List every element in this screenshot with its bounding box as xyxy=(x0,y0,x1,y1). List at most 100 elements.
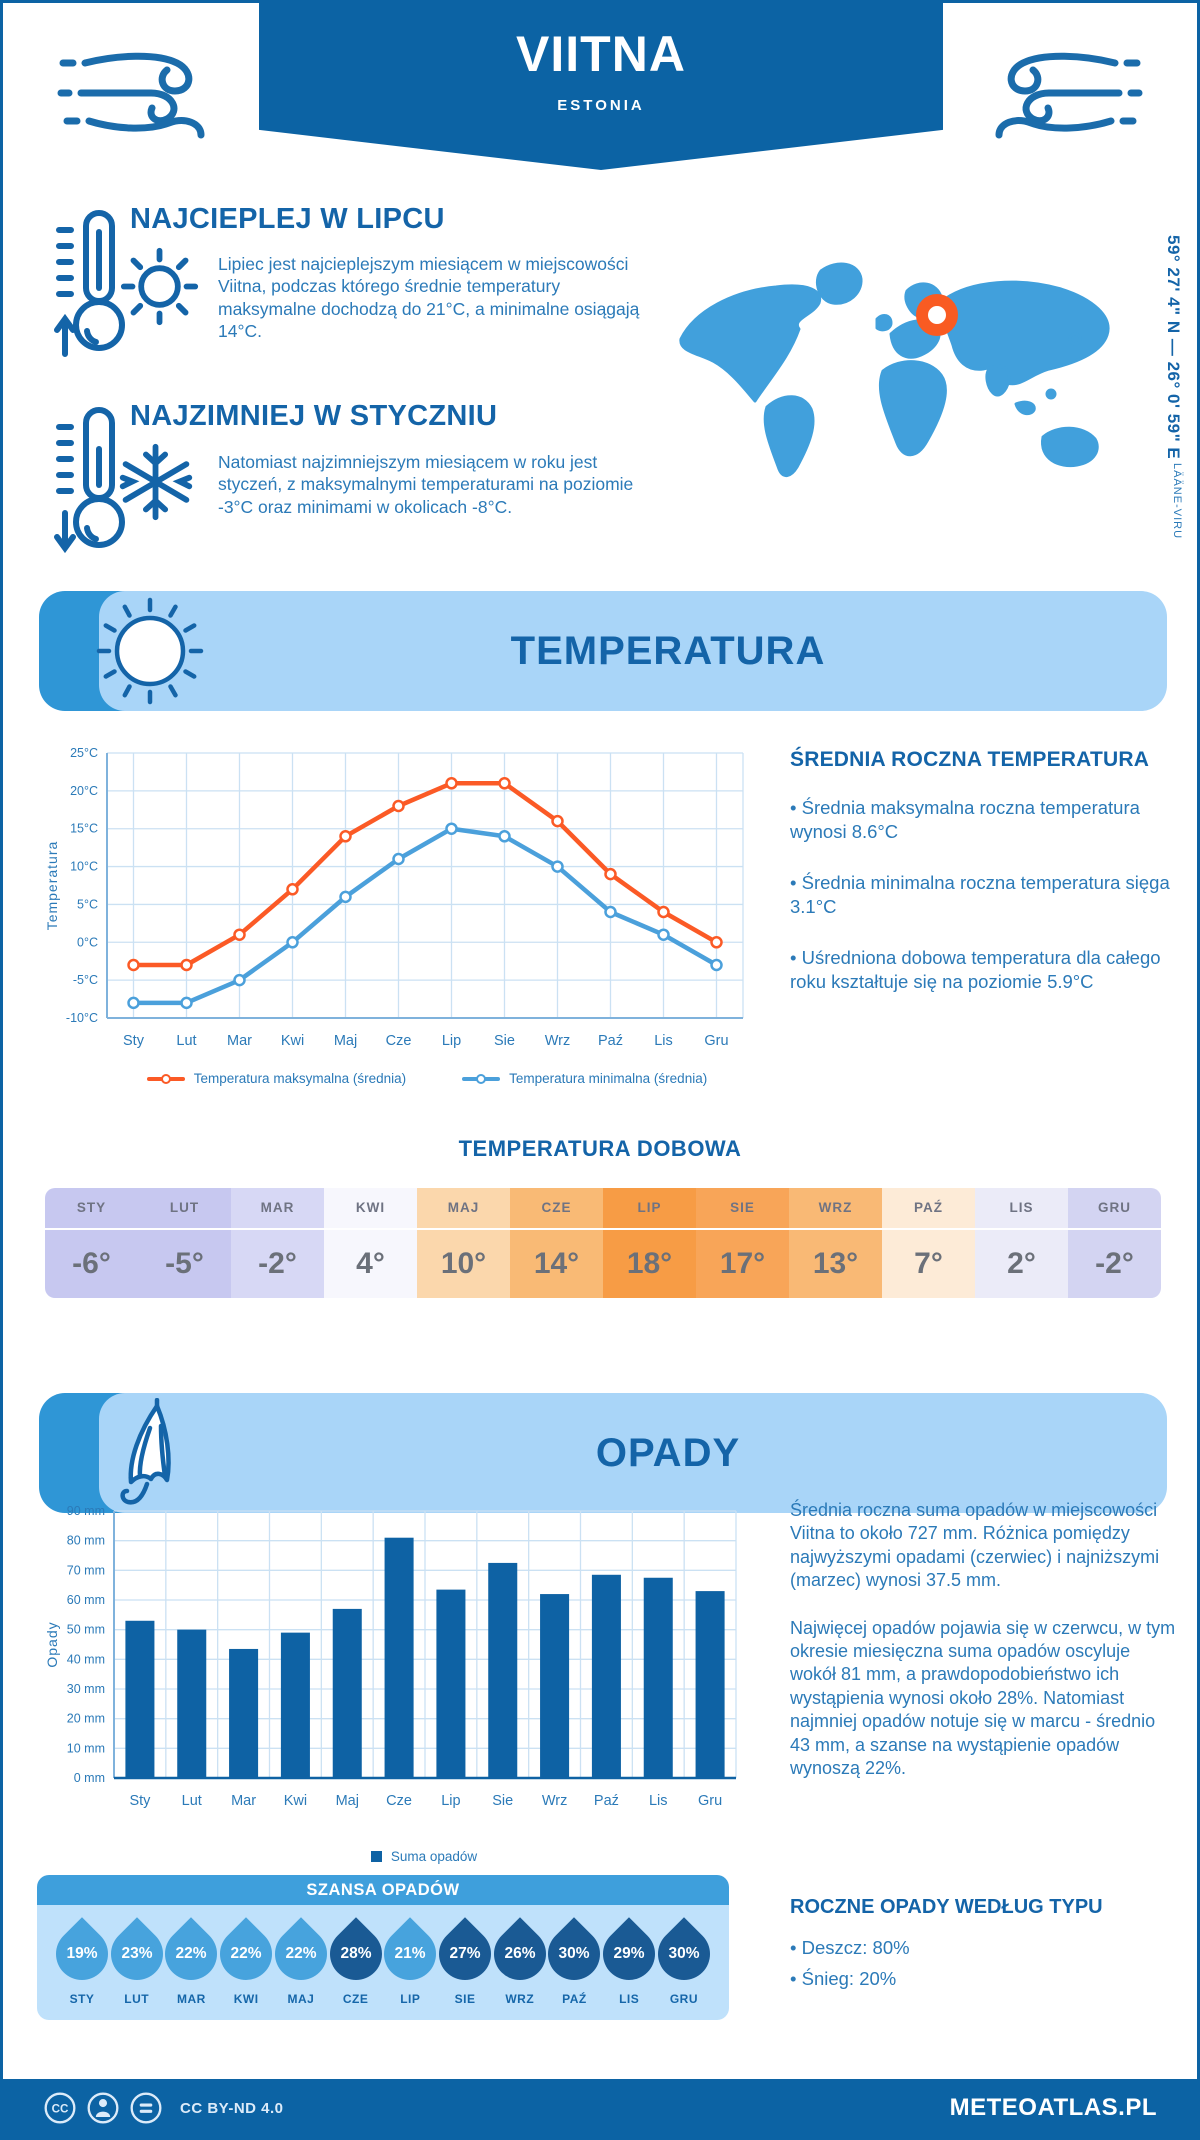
daily-temp-value: 17° xyxy=(719,1247,766,1280)
daily-temp-value: 4° xyxy=(356,1247,385,1280)
umbrella-icon xyxy=(120,1398,171,1505)
precipitation-summary: Średnia roczna suma opadów w miejscowośc… xyxy=(790,1499,1178,1804)
banner-panel xyxy=(99,1393,1167,1513)
svg-text:Opady: Opady xyxy=(44,1621,60,1667)
svg-text:Kwi: Kwi xyxy=(281,1033,304,1049)
annual-temperature-summary: ŚREDNIA ROCZNA TEMPERATURA • Średnia mak… xyxy=(790,748,1178,1021)
svg-text:Lut: Lut xyxy=(182,1793,202,1809)
rain-chance-value: 22% xyxy=(285,1945,317,1962)
svg-text:Sty: Sty xyxy=(129,1793,151,1809)
rain-chance-item: 27% SIE xyxy=(428,1915,502,2006)
svg-text:Lut: Lut xyxy=(176,1033,196,1049)
svg-text:10 mm: 10 mm xyxy=(67,1741,105,1755)
svg-text:10°C: 10°C xyxy=(70,860,98,874)
footer: CC CC BY-ND 4.0 METEOATLAS.PL xyxy=(3,2079,1197,2137)
precipitation-by-type-title: ROCZNE OPADY WEDŁUG TYPU xyxy=(790,1896,1103,1918)
rain-chance-month: SIE xyxy=(454,1992,476,2006)
svg-text:30 mm: 30 mm xyxy=(67,1682,105,1696)
precipitation-section-banner: OPADY xyxy=(39,1393,1167,1513)
rain-chance-month: KWI xyxy=(233,1992,259,2006)
cc-nd-icon xyxy=(130,2092,162,2124)
page-subtitle: ESTONIA xyxy=(557,97,645,114)
raindrop-icon: 21% xyxy=(373,1917,448,1991)
header-banner: VIITNA ESTONIA xyxy=(259,3,943,170)
page-title: VIITNA xyxy=(516,26,686,82)
temperature-section-title: TEMPERATURA xyxy=(510,628,826,673)
daily-temp-month: MAJ xyxy=(417,1188,510,1230)
site-name: METEOATLAS.PL xyxy=(949,2094,1157,2121)
rain-chance-item: 22% KWI xyxy=(209,1915,283,2006)
precipitation-chart: 0 mm 10 mm 20 mm 30 mm 40 mm 50 mm 60 mm 70 mm 8… xyxy=(44,1504,737,1809)
annual-temp-bullet: • Średnia maksymalna roczna temperatura … xyxy=(790,797,1140,843)
daily-temp-month: MAR xyxy=(231,1188,324,1230)
svg-text:Paź: Paź xyxy=(594,1793,619,1809)
daily-temp-column: STY -6° xyxy=(45,1188,138,1298)
rain-share: • Deszcz: 80% xyxy=(790,1937,910,1958)
warmest-month-title: NAJCIEPLEJ W LIPCU xyxy=(130,203,445,235)
svg-text:60 mm: 60 mm xyxy=(67,1593,105,1607)
rain-chance-month: LIP xyxy=(400,1992,421,2006)
banner-panel xyxy=(99,591,1167,711)
legend-marker xyxy=(370,1851,382,1862)
rain-chance-value: 30% xyxy=(558,1945,590,1962)
legend-label: Temperatura maksymalna (średnia) xyxy=(193,1071,407,1086)
svg-text:Paź: Paź xyxy=(598,1033,623,1049)
cc-person-icon xyxy=(87,2092,119,2124)
rain-chance-item: 26% WRZ xyxy=(482,1915,557,2006)
daily-temp-column: LUT -5° xyxy=(138,1188,231,1298)
sun-banner-icon xyxy=(96,597,204,705)
raindrop-icon: 30% xyxy=(537,1917,612,1991)
map-marker-icon xyxy=(916,294,958,336)
daily-temp-month: LIS xyxy=(975,1188,1068,1230)
svg-text:80 mm: 80 mm xyxy=(67,1534,105,1548)
daily-temp-value: 13° xyxy=(812,1247,859,1280)
daily-temp-month: LUT xyxy=(138,1188,231,1230)
svg-text:0 mm: 0 mm xyxy=(74,1771,105,1785)
rain-chance-item: 30% PAŹ xyxy=(537,1915,612,2006)
daily-temp-column: LIP 18° xyxy=(603,1188,696,1298)
rain-chance-value: 26% xyxy=(504,1945,536,1962)
world-map xyxy=(679,262,1110,477)
daily-temp-column: WRZ 13° xyxy=(789,1188,882,1298)
rain-chance-item: 29% LIS xyxy=(592,1915,666,2006)
coldest-month-text: Natomiast najzimniejszym miesiącem w rok… xyxy=(218,452,634,517)
svg-text:Cze: Cze xyxy=(386,1793,412,1809)
svg-text:50 mm: 50 mm xyxy=(67,1623,105,1637)
precipitation-paragraph: Najwięcej opadów pojawia się w czerwcu, … xyxy=(790,1617,1176,1778)
svg-text:Gru: Gru xyxy=(704,1033,728,1049)
daily-temp-value: 2° xyxy=(1007,1247,1036,1280)
legend-item: Temperatura minimalna (średnia) xyxy=(462,1071,707,1086)
rain-chance-item: 28% CZE xyxy=(318,1915,393,2006)
precipitation-chart-box: 0 mm 10 mm 20 mm 30 mm 40 mm 50 mm 60 mm 70 mm 8… xyxy=(39,1497,763,1827)
daily-temp-column: LIS 2° xyxy=(975,1188,1068,1298)
legend-marker xyxy=(146,1073,185,1084)
coordinates: 59° 27' 4" N — 26° 0' 59" E xyxy=(1164,235,1183,460)
rain-chance-month: GRU xyxy=(669,1992,698,2006)
rain-chance-month: PAŹ xyxy=(562,1992,587,2006)
svg-text:15°C: 15°C xyxy=(70,822,98,836)
legend-marker xyxy=(462,1073,501,1084)
legend-label: Temperatura minimalna (średnia) xyxy=(509,1071,708,1086)
svg-text:40 mm: 40 mm xyxy=(67,1652,105,1666)
svg-text:-10°C: -10°C xyxy=(66,1011,98,1025)
daily-temp-month: SIE xyxy=(696,1188,789,1230)
raindrop-icon: 29% xyxy=(592,1917,666,1991)
rain-chance-month: LIS xyxy=(619,1992,640,2006)
rain-chance-value: 28% xyxy=(340,1945,372,1962)
daily-temp-month: KWI xyxy=(324,1188,417,1230)
rain-chance-month: WRZ xyxy=(505,1992,535,2006)
daily-temp-month: LIP xyxy=(603,1188,696,1230)
daily-temp-column: CZE 14° xyxy=(510,1188,603,1298)
raindrop-icon: 26% xyxy=(482,1917,557,1991)
annual-temp-bullet: • Średnia minimalna roczna temperatura s… xyxy=(790,872,1170,918)
snow-share: • Śnieg: 20% xyxy=(790,1967,897,1989)
daily-temp-column: GRU -2° xyxy=(1068,1188,1161,1298)
daily-temp-month: STY xyxy=(45,1188,138,1230)
rain-chance-value: 21% xyxy=(394,1945,426,1962)
snowflake-icon xyxy=(119,443,193,521)
rain-chance-item: 21% LIP xyxy=(373,1915,448,2006)
annual-temperature-title: ŚREDNIA ROCZNA TEMPERATURA xyxy=(790,748,1150,771)
rain-chance-month: MAR xyxy=(177,1992,206,2006)
svg-text:Mar: Mar xyxy=(231,1793,256,1809)
rain-chance-value: 30% xyxy=(668,1945,700,1962)
